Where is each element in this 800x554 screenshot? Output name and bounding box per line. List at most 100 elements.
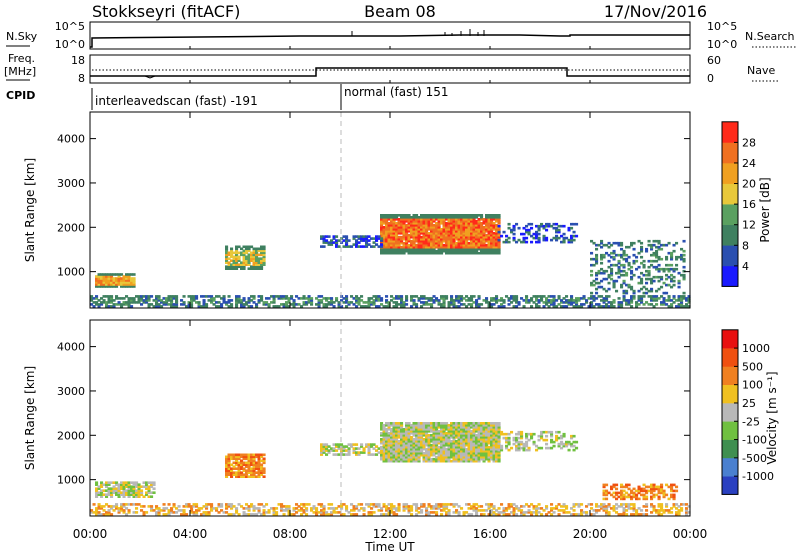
data-cell — [140, 303, 144, 306]
data-cell — [207, 299, 211, 302]
data-cell — [240, 253, 244, 257]
data-cell — [495, 301, 499, 304]
data-cell — [662, 291, 666, 295]
data-cell — [395, 216, 399, 219]
data-cell — [487, 251, 491, 255]
data-cell — [487, 424, 491, 427]
data-cell — [650, 247, 654, 251]
data-cell — [220, 509, 224, 512]
data-cell — [420, 436, 424, 439]
data-cell — [472, 220, 476, 223]
data-cell — [105, 485, 109, 488]
data-cell — [437, 301, 441, 304]
data-cell — [590, 305, 594, 308]
data-cell — [410, 505, 414, 508]
data-cell — [665, 243, 669, 247]
data-cell — [657, 255, 661, 259]
data-cell — [620, 491, 624, 495]
data-cell — [247, 299, 251, 302]
data-cell — [437, 440, 441, 443]
data-cell — [292, 509, 296, 512]
data-cell — [475, 451, 479, 455]
data-cell — [455, 305, 459, 308]
data-cell — [427, 440, 431, 443]
data-cell — [437, 237, 441, 241]
data-cell — [432, 424, 436, 427]
data-cell — [242, 297, 246, 300]
colorbar-segment — [722, 384, 738, 404]
data-cell — [477, 218, 481, 221]
data-cell — [557, 442, 561, 446]
data-cell — [680, 303, 684, 306]
nave-right-tick-top: 60 — [707, 54, 721, 67]
data-cell — [250, 255, 254, 259]
data-cell — [417, 299, 421, 302]
data-cell — [392, 449, 396, 453]
data-cell — [337, 447, 341, 450]
data-cell — [300, 305, 304, 308]
data-cell — [247, 255, 251, 259]
data-cell — [412, 428, 416, 431]
data-cell — [645, 491, 649, 495]
data-cell — [112, 277, 116, 280]
data-cell — [225, 465, 229, 468]
data-cell — [105, 303, 109, 306]
data-cell — [450, 299, 454, 302]
data-cell — [455, 230, 459, 233]
data-cell — [402, 459, 406, 463]
data-cell — [422, 297, 426, 300]
data-cell — [487, 430, 491, 433]
data-cell — [512, 513, 516, 516]
data-cell — [647, 295, 651, 298]
data-cell — [630, 295, 634, 298]
data-cell — [125, 303, 129, 306]
data-cell — [647, 303, 651, 306]
data-cell — [435, 511, 439, 514]
data-cell — [127, 481, 131, 484]
data-cell — [485, 297, 489, 300]
data-cell — [422, 241, 426, 245]
data-cell — [570, 297, 574, 300]
data-cell — [452, 299, 456, 302]
data-cell — [645, 301, 649, 304]
data-cell — [437, 449, 441, 453]
data-cell — [482, 245, 486, 249]
data-cell — [230, 259, 234, 262]
data-cell — [257, 467, 261, 470]
data-cell — [102, 273, 106, 276]
data-cell — [230, 457, 234, 461]
data-cell — [445, 428, 449, 431]
data-cell — [505, 240, 509, 244]
data-cell — [372, 505, 376, 508]
data-cell — [572, 440, 576, 444]
data-cell — [607, 295, 611, 298]
data-cell — [475, 440, 479, 443]
data-cell — [420, 443, 424, 447]
data-cell — [410, 513, 414, 516]
data-cell — [480, 451, 484, 455]
data-cell — [637, 251, 641, 255]
data-cell — [225, 303, 229, 306]
data-cell — [465, 422, 469, 425]
data-cell — [422, 424, 426, 427]
data-cell — [280, 507, 284, 510]
data-cell — [600, 505, 604, 508]
data-cell — [262, 471, 266, 474]
data-cell — [227, 469, 231, 472]
data-cell — [500, 299, 504, 302]
data-cell — [387, 432, 391, 435]
data-cell — [527, 232, 531, 236]
data-cell — [157, 299, 161, 302]
data-cell — [632, 297, 636, 300]
data-cell — [397, 424, 401, 427]
data-cell — [465, 216, 469, 219]
data-cell — [630, 297, 634, 300]
data-cell — [490, 239, 494, 243]
y-tick-label: 3000 — [57, 177, 85, 190]
data-cell — [437, 436, 441, 439]
data-cell — [382, 214, 386, 217]
data-cell — [620, 305, 624, 308]
data-cell — [372, 295, 376, 298]
data-cell — [382, 247, 386, 251]
data-cell — [557, 509, 561, 512]
